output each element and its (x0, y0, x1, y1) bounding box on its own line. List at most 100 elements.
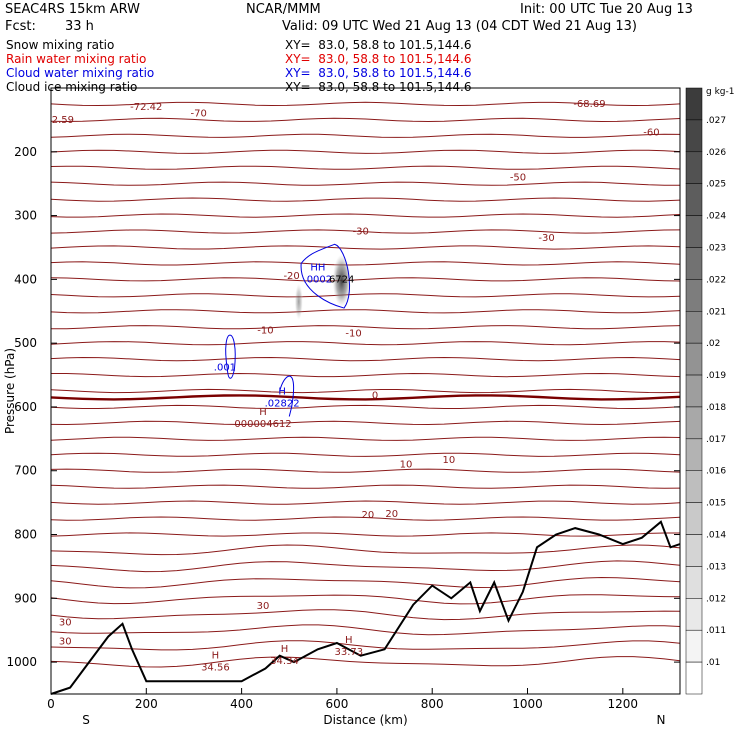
x-tick-label: 1000 (512, 697, 543, 711)
marker-value: .0002 (304, 275, 333, 286)
x-tick-label: 400 (230, 697, 253, 711)
colorbar-swatch (685, 470, 703, 503)
colorbar-label: .015 (706, 499, 726, 509)
marker-value: 000004612 (234, 419, 291, 430)
isotherm-line (50, 245, 681, 250)
y-tick-label: 300 (14, 209, 37, 223)
colorbar-swatch (685, 215, 703, 248)
colorbar-label: .01 (706, 658, 720, 668)
isotherm-line (50, 468, 681, 473)
field-snow-xy: XY= 83.0, 58.8 to 101.5,144.6 (285, 38, 472, 52)
isotherm-line (50, 149, 681, 154)
terrain-line (50, 520, 681, 695)
colorbar-swatch (685, 406, 703, 440)
isotherm-line (50, 277, 681, 282)
x-start-label: S (82, 713, 90, 727)
field-cloudice-xy: XY= 83.0, 58.8 to 101.5,144.6 (285, 80, 472, 94)
isotherm-line (50, 452, 681, 457)
colorbar-label: .022 (706, 275, 726, 285)
y-tick-label: 400 (14, 272, 37, 286)
field-rain-xy: XY= 83.0, 58.8 to 101.5,144.6 (285, 52, 472, 66)
isotherm-label: 10 (400, 459, 413, 470)
colorbar-swatch (685, 598, 703, 631)
isotherm-label: -72.42 (130, 102, 162, 113)
colorbar-label: .014 (706, 531, 726, 541)
colorbar-swatch (685, 151, 703, 184)
isotherm-label: -20 (283, 271, 299, 282)
y-tick-label: 700 (14, 464, 37, 478)
field-snow: Snow mixing ratio (6, 38, 115, 52)
marker-value: 34.56 (201, 662, 230, 673)
isotherm-line (50, 656, 681, 668)
colorbar-swatch (685, 311, 703, 344)
isotherm-label: -60 (643, 128, 659, 139)
colorbar-label: .011 (706, 626, 726, 636)
marker-value: 34.34 (270, 656, 299, 667)
colorbar-swatch (685, 247, 703, 280)
high-marker: H (259, 407, 267, 418)
high-marker: H (278, 386, 286, 397)
y-tick-label: 500 (14, 336, 37, 350)
x-tick-label: 0 (47, 697, 55, 711)
y-axis-label: Pressure (hPa) (3, 348, 17, 434)
isotherm-label: 2.59 (52, 115, 74, 126)
colorbar-swatch (685, 629, 703, 663)
isotherm-line (50, 484, 681, 489)
colorbar-label: .026 (706, 148, 726, 158)
isotherm-line (50, 101, 681, 107)
isotherm-line (50, 197, 681, 202)
colorbar-label: .016 (706, 467, 726, 477)
isotherm-line (50, 609, 681, 621)
marker-value: 33.73 (335, 647, 364, 658)
freezing-level-line (50, 394, 681, 401)
colorbar-label: .018 (706, 403, 726, 413)
isotherm-label: -10 (345, 329, 361, 340)
x-tick-label: 200 (135, 697, 158, 711)
init-time: Init: 00 UTC Tue 20 Aug 13 (520, 2, 693, 17)
y-tick-label: 1000 (6, 655, 37, 669)
fcst-value: 33 h (65, 19, 94, 34)
cloud-ice-shading (294, 283, 303, 320)
isotherm-label: -50 (510, 172, 526, 183)
x-tick-label: 1200 (608, 697, 639, 711)
colorbar-swatch (685, 438, 703, 471)
y-tick-label: 200 (14, 145, 37, 159)
org-label: NCAR/MMM (246, 2, 321, 17)
fcst-label: Fcst: (5, 19, 36, 34)
isotherm-line (50, 213, 681, 218)
isotherm-label: -70 (191, 109, 207, 120)
model-title: SEAC4RS 15km ARW (5, 2, 141, 17)
colorbar-swatch (685, 374, 703, 408)
cloud-ice-shading (332, 254, 351, 307)
isotherm-line (50, 594, 681, 605)
isotherm-label: 10 (443, 455, 456, 466)
isotherm-line (50, 229, 681, 234)
isotherm-line (50, 532, 680, 537)
isotherm-line (50, 309, 681, 314)
colorbar-swatch (685, 566, 703, 599)
field-cloudwater-xy: XY= 83.0, 58.8 to 101.5,144.6 (285, 66, 472, 80)
isotherm-line (50, 544, 681, 556)
colorbar-label: .02 (706, 339, 720, 349)
colorbar-label: .013 (706, 562, 726, 572)
isotherm-label: 30 (59, 637, 72, 648)
isotherm-line (50, 341, 681, 346)
marker-value: .02822 (265, 398, 300, 409)
isotherm-label: -68.69 (573, 99, 605, 110)
marker-value: 6724 (329, 275, 354, 286)
valid-time: Valid: 09 UTC Wed 21 Aug 13 (04 CDT Wed … (282, 19, 637, 34)
isotherm-line (50, 133, 681, 138)
isotherm-line (50, 356, 681, 362)
colorbar-swatch (685, 661, 703, 695)
colorbar-unit: g kg-1 (706, 87, 734, 97)
isotherm-line (50, 500, 681, 505)
plot-frame (50, 87, 681, 695)
isotherm-label: -30 (353, 227, 369, 238)
colorbar-swatch (685, 534, 703, 567)
high-marker: H (212, 650, 220, 661)
isotherm-line (50, 388, 681, 394)
isotherm-line (50, 624, 681, 636)
colorbar-swatch (685, 87, 703, 121)
colorbar-label: .012 (706, 594, 726, 604)
cloud-water-contour (279, 375, 295, 417)
